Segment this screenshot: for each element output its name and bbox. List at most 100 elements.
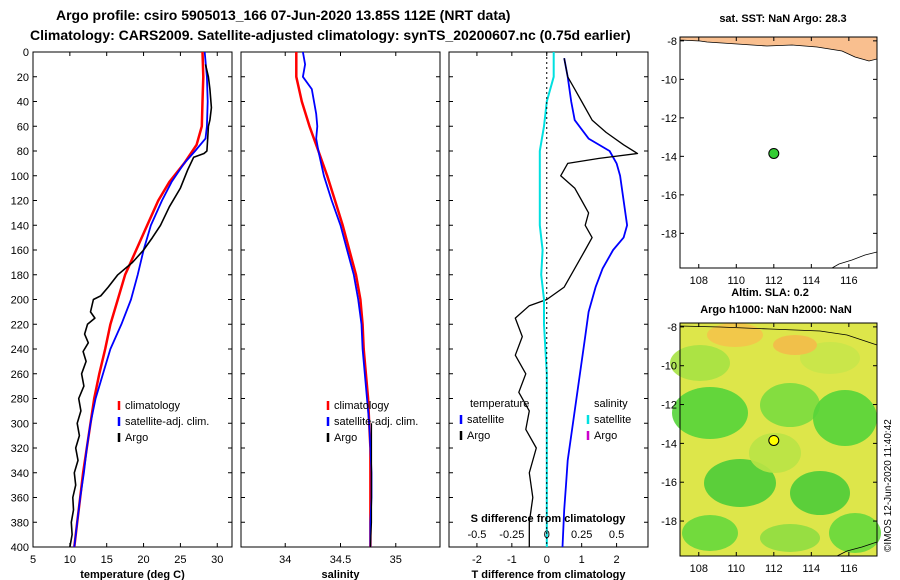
temperature-legend-label: climatology bbox=[125, 400, 181, 412]
depth-tick-label: 360 bbox=[11, 493, 29, 505]
altimetry-title-sla: Altim. SLA: 0.2 bbox=[731, 287, 809, 299]
salinity-diff-tick-label: 0 bbox=[544, 529, 550, 541]
altimetry-map-coastline bbox=[679, 325, 878, 346]
temperature-profile-xtick-label: 5 bbox=[30, 554, 36, 566]
altimetry-map-anomaly-blob bbox=[670, 345, 730, 381]
altimetry-map-anomaly-blob bbox=[790, 471, 850, 515]
sst-map-coast-south bbox=[831, 251, 878, 269]
temperature-profile-xtick-label: 20 bbox=[137, 554, 149, 566]
depth-tick-label: 380 bbox=[11, 517, 29, 529]
temperature-legend-label: Argo bbox=[125, 432, 148, 444]
sst-map-frame bbox=[679, 36, 878, 269]
altimetry-map-ytick-label: -10 bbox=[661, 361, 677, 373]
salinity-diff-tick-label: 0.25 bbox=[571, 529, 592, 541]
diff-legend-salinity-title: salinity bbox=[594, 398, 628, 410]
sst-map-ytick-label: -10 bbox=[661, 74, 677, 86]
salinity-profile-xtick-label: 35 bbox=[390, 554, 402, 566]
difference-profile-frame bbox=[448, 51, 649, 548]
altimetry-map-ytick-label: -16 bbox=[661, 477, 677, 489]
depth-tick-label: 220 bbox=[11, 319, 29, 331]
sst-map-xtick-label: 108 bbox=[690, 275, 708, 287]
sst-map-ytick-label: -14 bbox=[661, 151, 677, 163]
difference-profile-xtick-label: -1 bbox=[507, 554, 517, 566]
depth-tick-label: 180 bbox=[11, 270, 29, 282]
depth-tick-label: 80 bbox=[17, 146, 29, 158]
difference-profile-xtick-label: 0 bbox=[544, 554, 550, 566]
altimetry-map-ytick-label: -14 bbox=[661, 438, 677, 450]
temperature-profile-xlabel: temperature (deg C) bbox=[80, 569, 185, 580]
altimetry-map-xtick-label: 110 bbox=[728, 563, 746, 575]
altimetry-map-xtick-label: 112 bbox=[765, 563, 783, 575]
sst-map-xtick-label: 112 bbox=[765, 275, 783, 287]
sst-map-ytick-label: -8 bbox=[667, 36, 677, 48]
depth-tick-label: 240 bbox=[11, 344, 29, 356]
salinity-diff-tick-label: -0.25 bbox=[499, 529, 524, 541]
depth-tick-label: 140 bbox=[11, 220, 29, 232]
temperature-profile-line-satellite-adj-clim- bbox=[73, 52, 209, 547]
diff-legend-s-label: satellite bbox=[594, 414, 631, 426]
altimetry-map-frame bbox=[679, 322, 878, 557]
altimetry-map-anomaly-blob bbox=[760, 383, 820, 427]
salinity-profile-frame bbox=[240, 51, 441, 548]
salinity-profile-line-argo bbox=[369, 423, 373, 547]
sst-map-xtick-label: 110 bbox=[728, 275, 746, 287]
depth-tick-label: 120 bbox=[11, 196, 29, 208]
depth-tick-label: 320 bbox=[11, 443, 29, 455]
depth-tick-label: 40 bbox=[17, 97, 29, 109]
depth-tick-label: 160 bbox=[11, 245, 29, 257]
difference-profile-xtick-label: 2 bbox=[614, 554, 620, 566]
salinity-diff-tick-label: 0.5 bbox=[609, 529, 624, 541]
sst-map-land bbox=[679, 36, 878, 62]
temperature-profile-xtick-label: 30 bbox=[211, 554, 223, 566]
depth-tick-label: 20 bbox=[17, 72, 29, 84]
depth-tick-label: 200 bbox=[11, 295, 29, 307]
depth-tick-label: 0 bbox=[23, 47, 29, 59]
altimetry-map-anomaly-blob bbox=[800, 342, 860, 374]
altimetry-map-anomaly-blob bbox=[707, 323, 763, 347]
altimetry-map-anomaly-blob bbox=[829, 513, 881, 553]
salinity-profile-xtick-label: 34.5 bbox=[330, 554, 351, 566]
depth-tick-label: 300 bbox=[11, 418, 29, 430]
salinity-profile-line-satellite-adj-clim- bbox=[301, 52, 373, 547]
altimetry-map-anomaly-blob bbox=[813, 390, 877, 446]
diff-legend-t-label: Argo bbox=[467, 430, 490, 442]
altimetry-map-anomaly-blob bbox=[704, 459, 776, 507]
depth-tick-label: 280 bbox=[11, 394, 29, 406]
difference-profile-line-t-satellite bbox=[561, 58, 628, 547]
difference-profile-line-s-satellite bbox=[538, 52, 555, 547]
sst-map-ytick-label: -18 bbox=[661, 228, 677, 240]
salinity-diff-axis-label: S difference from climatology bbox=[471, 513, 627, 525]
altimetry-map-xtick-label: 114 bbox=[803, 563, 821, 575]
difference-profile-xtick-label: 1 bbox=[579, 554, 585, 566]
salinity-diff-tick-label: -0.5 bbox=[467, 529, 486, 541]
salinity-profile-xlabel: salinity bbox=[322, 569, 361, 580]
figure-title-line2: Climatology: CARS2009. Satellite-adjuste… bbox=[30, 27, 631, 43]
depth-tick-label: 100 bbox=[11, 171, 29, 183]
altimetry-map-anomaly-blob bbox=[773, 335, 817, 355]
salinity-legend-label: satellite-adj. clim. bbox=[334, 416, 418, 428]
argo-position-marker bbox=[768, 434, 780, 446]
altimetry-map-anomaly-blob bbox=[749, 433, 801, 473]
sst-map-title: sat. SST: NaN Argo: 28.3 bbox=[719, 13, 846, 25]
argo-position-marker bbox=[768, 147, 780, 159]
temperature-legend-label: satellite-adj. clim. bbox=[125, 416, 209, 428]
sst-map-xtick-label: 114 bbox=[803, 275, 821, 287]
altimetry-map-ytick-label: -18 bbox=[661, 516, 677, 528]
sst-map-ytick-label: -12 bbox=[661, 113, 677, 125]
salinity-legend-label: climatology bbox=[334, 400, 390, 412]
altimetry-map-anomaly-blob bbox=[672, 387, 748, 439]
depth-tick-label: 260 bbox=[11, 369, 29, 381]
altimetry-title-depth: Argo h1000: NaN h2000: NaN bbox=[700, 304, 852, 316]
diff-legend-s-label: Argo bbox=[594, 430, 617, 442]
depth-tick-label: 60 bbox=[17, 121, 29, 133]
diff-legend-t-label: satellite bbox=[467, 414, 504, 426]
temperature-profile-series-group bbox=[69, 52, 213, 547]
altimetry-map-xtick-label: 116 bbox=[840, 563, 858, 575]
salinity-profile-series-group bbox=[295, 52, 373, 547]
temperature-profile-line-argo bbox=[69, 64, 213, 547]
difference-profile-series-group bbox=[514, 52, 639, 547]
salinity-legend-label: Argo bbox=[334, 432, 357, 444]
depth-tick-label: 400 bbox=[11, 542, 29, 554]
figure-title-line1: Argo profile: csiro 5905013_166 07-Jun-2… bbox=[56, 7, 511, 23]
